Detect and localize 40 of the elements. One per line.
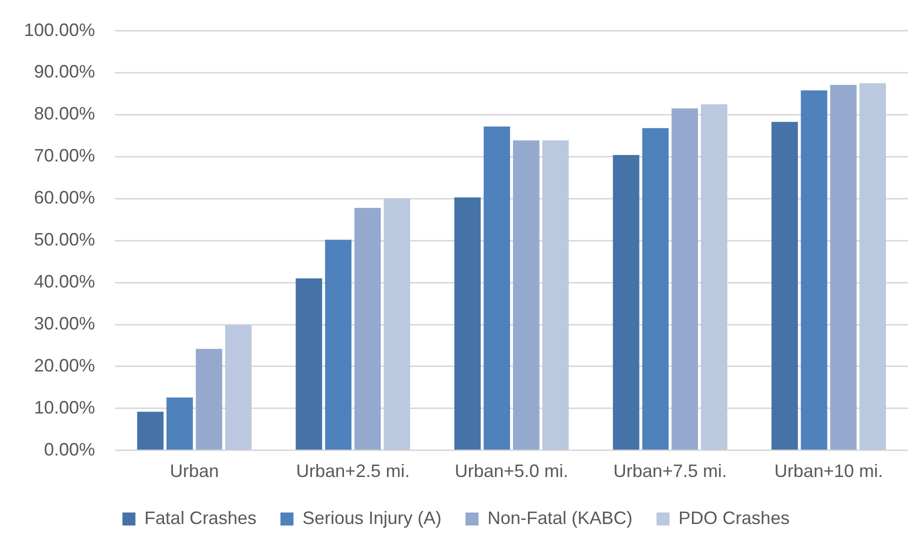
bar <box>542 140 569 450</box>
bar <box>512 140 540 450</box>
legend-label: Fatal Crashes <box>144 508 256 528</box>
bar <box>484 126 510 450</box>
y-tick-label: 40.00% <box>34 272 96 292</box>
y-tick-label: 10.00% <box>34 397 96 418</box>
bar <box>354 208 381 450</box>
bar <box>137 412 164 450</box>
bar <box>225 324 252 450</box>
bar <box>296 278 322 450</box>
y-tick-label: 70.00% <box>34 146 96 166</box>
y-tick-label: 20.00% <box>34 355 96 376</box>
bar <box>672 108 698 450</box>
bar <box>384 198 410 450</box>
y-tick-label: 0.00% <box>44 439 96 460</box>
y-tick-label: 90.00% <box>34 62 96 82</box>
bar <box>800 90 828 450</box>
y-tick-label: 30.00% <box>34 313 96 334</box>
bar <box>700 104 728 450</box>
legend-label: Serious Injury (A) <box>302 508 442 528</box>
bar <box>642 128 669 450</box>
x-tick-label: Urban <box>170 461 219 482</box>
x-tick-label: Urban+5.0 mi. <box>454 461 568 482</box>
y-tick-label: 100.00% <box>24 20 96 40</box>
x-tick-label: Urban+7.5 mi. <box>613 461 727 482</box>
bar <box>166 398 193 450</box>
bar <box>860 83 886 450</box>
x-tick-label: Urban+10 mi. <box>774 461 883 482</box>
x-tick-label: Urban+2.5 mi. <box>296 461 410 482</box>
legend-label: Non-Fatal (KABC) <box>488 508 633 528</box>
y-tick-label: 50.00% <box>34 230 96 250</box>
bar <box>612 155 640 450</box>
legend-label: PDO Crashes <box>678 508 790 528</box>
y-tick-label: 80.00% <box>34 104 96 124</box>
bar <box>196 348 222 450</box>
y-tick-label: 60.00% <box>34 188 96 208</box>
bar <box>454 197 481 450</box>
bar <box>771 122 798 450</box>
bar <box>830 84 857 450</box>
bar <box>325 240 352 450</box>
